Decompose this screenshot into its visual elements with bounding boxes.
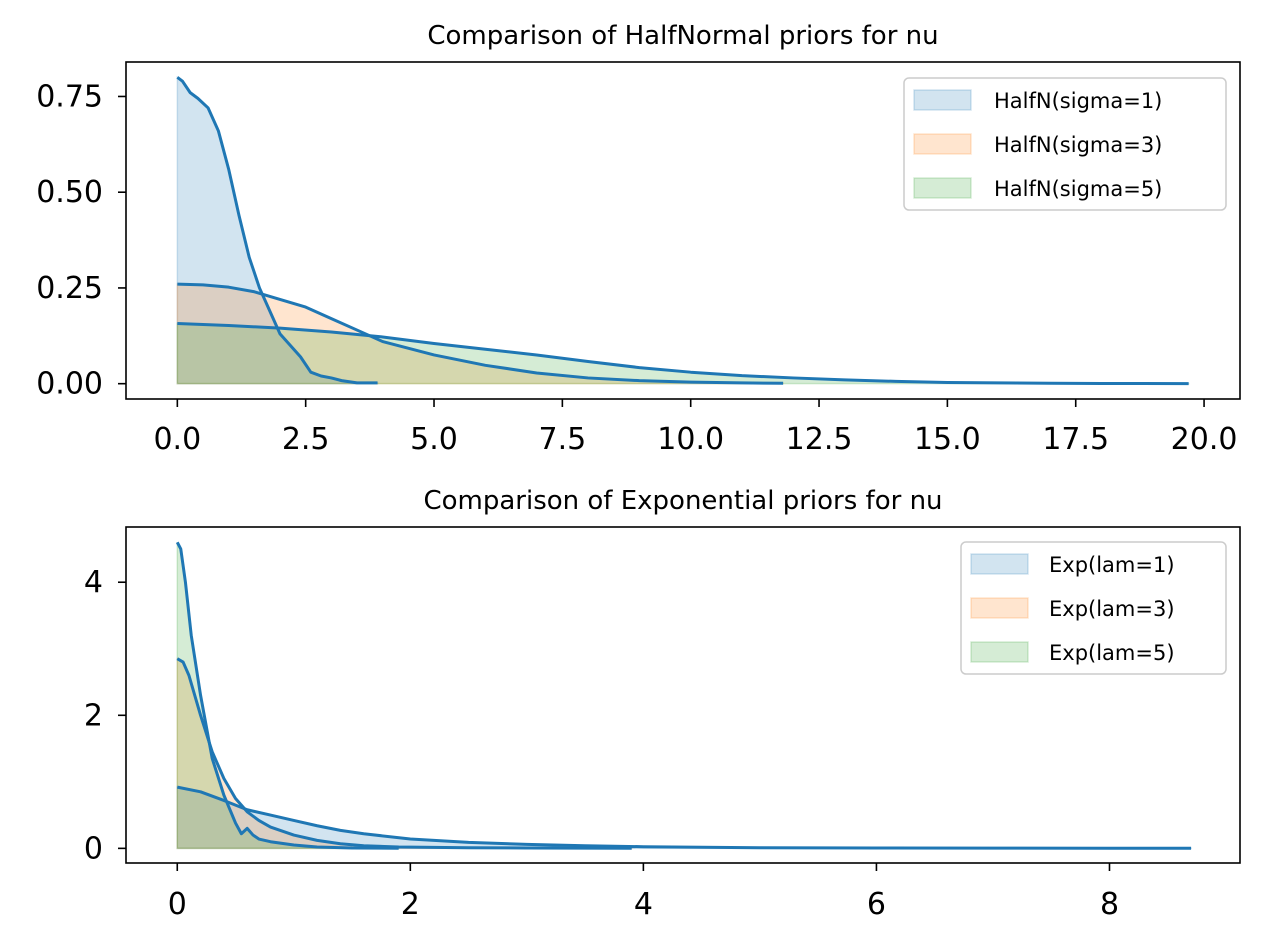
legend-label-0: Exp(lam=1): [1049, 553, 1175, 577]
y-tick-label: 0: [84, 831, 103, 866]
x-tick-label: 4: [634, 887, 653, 922]
density-line-1: [176, 657, 632, 850]
x-tick-label: 5.0: [410, 422, 458, 457]
area-fill-2: [176, 541, 400, 850]
legend-swatch-0: [913, 89, 972, 111]
legend-label-2: HalfN(sigma=5): [994, 177, 1162, 201]
y-tick-label: 4: [84, 565, 103, 600]
y-tick-label: 0.25: [36, 271, 103, 306]
chart-title: Comparison of HalfNormal priors for nu: [427, 21, 938, 51]
legend-swatch-1: [970, 597, 1029, 619]
axes-frame: [125, 61, 1241, 400]
x-tick-label: 6: [867, 887, 886, 922]
y-tick-label: 0.75: [36, 79, 103, 114]
legend-box: [960, 541, 1227, 675]
exponential-panel: Comparison of Exponential priors for nu 0…: [84, 486, 1241, 922]
area-fill-1: [176, 657, 633, 850]
legend-box: [903, 77, 1227, 211]
chart-title: Comparison of Exponential priors for nu: [423, 486, 942, 516]
y-tick-label: 0.00: [36, 367, 103, 402]
legend-swatch-1: [913, 133, 972, 155]
x-tick-label: 8: [1100, 887, 1119, 922]
x-tick-label: 2: [401, 887, 420, 922]
legend-label-0: HalfN(sigma=1): [994, 89, 1162, 113]
density-line-2: [177, 322, 1189, 386]
legend-swatch-0: [970, 553, 1029, 575]
legend-label-1: Exp(lam=3): [1049, 597, 1175, 621]
x-tick-label: 20.0: [1171, 422, 1238, 457]
legend-swatch-2: [970, 641, 1029, 663]
x-tick-label: 17.5: [1042, 422, 1109, 457]
x-tick-label: 2.5: [282, 422, 330, 457]
y-tick-label: 2: [84, 698, 103, 733]
area-fill-0: [176, 786, 1192, 850]
legend-swatch-2: [913, 177, 972, 199]
x-tick-label: 15.0: [914, 422, 981, 457]
legend-label-1: HalfN(sigma=3): [994, 133, 1162, 157]
x-tick-label: 0.0: [153, 422, 201, 457]
density-line-1: [177, 282, 784, 385]
y-tick-label: 0.50: [36, 175, 103, 210]
x-tick-label: 7.5: [539, 422, 587, 457]
density-line-0: [176, 76, 378, 385]
x-tick-label: 12.5: [786, 422, 853, 457]
density-line-2: [175, 541, 399, 850]
axes-frame: [125, 526, 1241, 864]
halfnormal-panel: Comparison of HalfNormal priors for nu 0.…: [36, 21, 1241, 457]
x-tick-label: 0: [168, 887, 187, 922]
legend-label-2: Exp(lam=5): [1049, 641, 1175, 665]
x-tick-label: 10.0: [657, 422, 724, 457]
